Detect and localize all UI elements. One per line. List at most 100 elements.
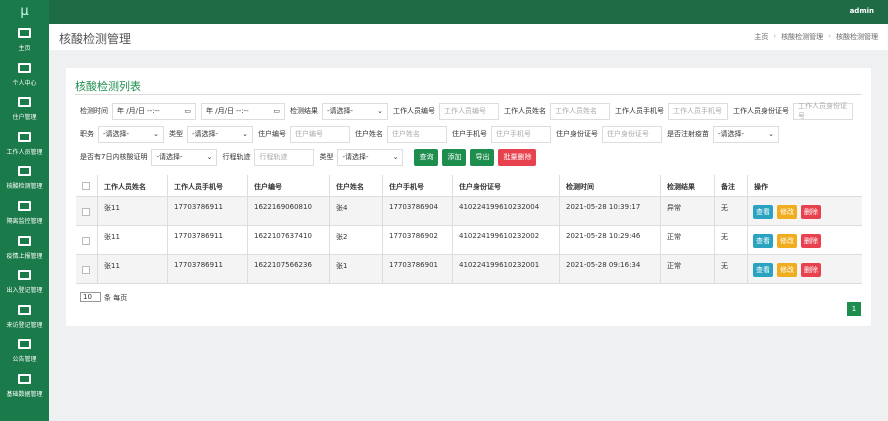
menu-item[interactable]: 工作人员管理 bbox=[6, 148, 43, 156]
placeholder: 住户手机号 bbox=[496, 130, 531, 138]
field-icon: ⌄ bbox=[768, 130, 774, 138]
filter-label: 工作人员编号 bbox=[393, 107, 435, 115]
checkbox[interactable] bbox=[82, 265, 90, 274]
filter-input[interactable]: 住户编号 bbox=[290, 125, 350, 143]
filter-row: 职务 -请选择- ⌄ 类型 -请选择- ⌄ 住户编号 住户编号 住户姓名 住户姓名 住户手机号 住户手… bbox=[80, 125, 784, 143]
separator: › bbox=[773, 32, 777, 40]
filter-input[interactable]: 住户身份证号 bbox=[602, 125, 662, 143]
filter-label: 检测时间 bbox=[80, 107, 108, 115]
action-button[interactable]: 修改 bbox=[777, 204, 797, 219]
menu-icon bbox=[18, 201, 31, 211]
action-button[interactable]: 删除 bbox=[801, 233, 821, 248]
table-row bbox=[76, 175, 862, 197]
action-button[interactable]: 查看 bbox=[753, 262, 773, 277]
action-button[interactable]: 修改 bbox=[777, 262, 797, 277]
checkbox[interactable] bbox=[82, 182, 90, 190]
menu-item[interactable]: 疫情上报管理 bbox=[6, 252, 43, 260]
column-header: 住户编号 bbox=[254, 183, 282, 191]
table-cell: 2021-05-28 10:29:46 bbox=[566, 231, 641, 240]
table-cell: 无 bbox=[721, 261, 728, 270]
menu-item[interactable]: 公告管理 bbox=[12, 356, 37, 364]
placeholder: -请选择- bbox=[103, 130, 130, 138]
action-button[interactable]: 查看 bbox=[753, 204, 773, 219]
table-cell: 17703786904 bbox=[389, 202, 438, 211]
column-divider bbox=[247, 175, 248, 284]
menu-item[interactable]: 住户管理 bbox=[12, 114, 37, 122]
placeholder: 住户编号 bbox=[295, 130, 323, 138]
table-cell: 张11 bbox=[104, 203, 120, 212]
menu-item[interactable]: 个人中心 bbox=[12, 79, 37, 87]
action-button[interactable]: 删除 bbox=[801, 262, 821, 277]
filter-input[interactable]: 工作人员手机号 bbox=[668, 102, 728, 120]
filter-select[interactable]: -请选择- ⌄ bbox=[322, 102, 388, 120]
table-cell: 1622169060810 bbox=[254, 202, 312, 211]
menu-item[interactable]: 主页 bbox=[18, 45, 31, 52]
filter-date[interactable]: 年 /月/日 --:-- ▭ bbox=[112, 102, 196, 120]
placeholder: 工作人员姓名 bbox=[555, 107, 597, 115]
filter-select[interactable]: -请选择- ⌄ bbox=[151, 148, 218, 166]
field-icon: ⌄ bbox=[392, 153, 399, 161]
button[interactable]: 查询 bbox=[414, 148, 439, 166]
action-button[interactable]: 查看 bbox=[753, 233, 773, 248]
placeholder: -请选择- bbox=[327, 107, 354, 115]
checkbox[interactable] bbox=[82, 236, 90, 245]
breadcrumb-item[interactable]: 主页 bbox=[754, 33, 769, 41]
table-cell: 17703786911 bbox=[174, 202, 223, 211]
button[interactable]: 导出 bbox=[470, 148, 495, 166]
table-cell: 张11 bbox=[104, 232, 120, 241]
filter-label: 住户身份证号 bbox=[556, 130, 598, 138]
column-divider bbox=[97, 175, 98, 284]
table-cell: 异常 bbox=[667, 203, 681, 212]
placeholder: 年 /月/日 --:-- bbox=[206, 107, 249, 115]
column-header: 备注 bbox=[721, 183, 735, 191]
filter-label: 是否注射疫苗 bbox=[667, 130, 709, 138]
column-header: 住户手机号 bbox=[389, 183, 424, 191]
filter-select[interactable]: -请选择- ⌄ bbox=[98, 125, 164, 143]
placeholder: 年 /月/日 --:-- bbox=[117, 107, 160, 115]
filter-input[interactable]: 工作人员身份证号 bbox=[793, 102, 853, 120]
menu-item[interactable]: 出入登记管理 bbox=[6, 287, 43, 295]
filter-input[interactable]: 住户手机号 bbox=[491, 125, 551, 143]
sidebar: μ 主页 个人中心 住户管理 工作人员管理 核酸检测管理 隔离监控管理 疫情上报管理 出入登记… bbox=[0, 0, 49, 421]
table-cell: 1622107566236 bbox=[254, 260, 312, 269]
current-page[interactable]: 1 bbox=[847, 302, 861, 316]
table-cell: 410224199610232004 bbox=[459, 202, 540, 211]
column-header: 工作人员手机号 bbox=[174, 183, 223, 191]
filter-date[interactable]: 年 /月/日 --:-- ▭ bbox=[201, 102, 285, 120]
menu-item[interactable]: 隔离监控管理 bbox=[6, 218, 43, 225]
table-cell: 无 bbox=[721, 203, 728, 212]
filter-input[interactable]: 工作人员编号 bbox=[439, 102, 499, 120]
filter-input[interactable]: 工作人员姓名 bbox=[550, 102, 610, 120]
filter-input[interactable]: 行程轨迹 bbox=[254, 148, 315, 166]
filter-select[interactable]: -请选择- ⌄ bbox=[337, 148, 404, 166]
action-button[interactable]: 修改 bbox=[777, 233, 797, 248]
menu-icon bbox=[18, 374, 31, 384]
filter-label: 住户姓名 bbox=[355, 130, 383, 138]
filter-select[interactable]: -请选择- ⌄ bbox=[187, 125, 253, 143]
page-size-select[interactable]: 10 bbox=[80, 292, 101, 302]
placeholder: 工作人员编号 bbox=[444, 107, 486, 115]
button[interactable]: 添加 bbox=[442, 148, 467, 166]
checkbox[interactable] bbox=[82, 207, 90, 216]
table-cell: 17703786911 bbox=[174, 231, 223, 240]
column-divider bbox=[452, 175, 453, 284]
filter-label: 工作人员身份证号 bbox=[733, 107, 789, 115]
user-menu[interactable]: admin bbox=[849, 7, 874, 15]
action-button[interactable]: 删除 bbox=[801, 204, 821, 219]
button[interactable]: 批量删除 bbox=[498, 148, 537, 166]
filter-input[interactable]: 住户姓名 bbox=[387, 125, 447, 143]
placeholder: 住户身份证号 bbox=[607, 130, 649, 138]
menu-icon bbox=[18, 235, 31, 246]
menu-item[interactable]: 核酸检测管理 bbox=[6, 183, 43, 191]
placeholder: 行程轨迹 bbox=[259, 153, 288, 161]
menu-item[interactable]: 来访登记管理 bbox=[6, 321, 43, 329]
placeholder: 住户姓名 bbox=[392, 130, 420, 138]
table-row bbox=[76, 255, 862, 284]
breadcrumb: 主页 › 核酸检测管理 › 核酸检测管理 bbox=[754, 32, 878, 42]
menu-icon bbox=[18, 131, 31, 142]
field-icon: ⌄ bbox=[242, 130, 248, 138]
page-size-suffix: 条 每页 bbox=[104, 294, 128, 302]
filter-select[interactable]: -请选择- ⌄ bbox=[713, 125, 779, 143]
table-cell: 2021-05-28 10:39:17 bbox=[566, 202, 641, 211]
menu-item[interactable]: 基础数据管理 bbox=[6, 391, 43, 398]
